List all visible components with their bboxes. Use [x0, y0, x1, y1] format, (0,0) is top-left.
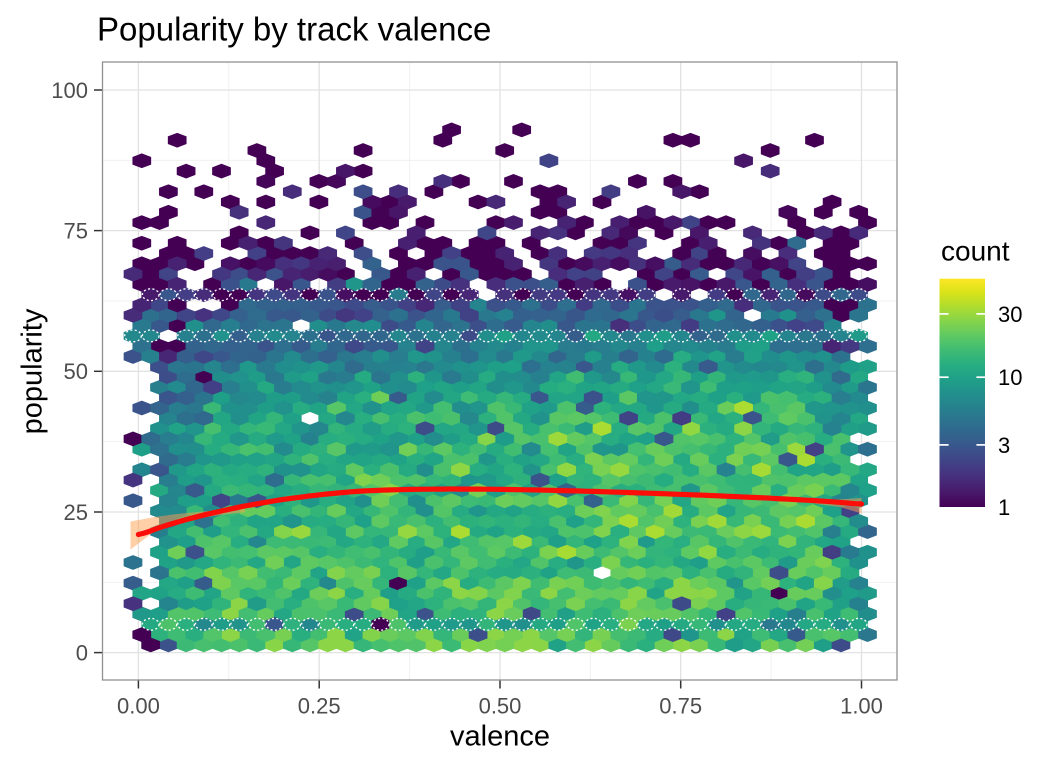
svg-text:1.00: 1.00	[840, 693, 883, 718]
svg-text:75: 75	[64, 219, 88, 244]
svg-text:0: 0	[76, 641, 88, 666]
svg-text:0.25: 0.25	[298, 693, 341, 718]
svg-text:0.00: 0.00	[117, 693, 160, 718]
svg-text:count: count	[941, 236, 1010, 267]
svg-text:30: 30	[998, 302, 1022, 327]
svg-text:popularity: popularity	[17, 308, 49, 434]
svg-text:3: 3	[998, 433, 1010, 458]
svg-text:25: 25	[64, 500, 88, 525]
svg-text:1: 1	[998, 495, 1010, 520]
svg-text:0.75: 0.75	[659, 693, 702, 718]
svg-text:10: 10	[998, 365, 1022, 390]
svg-text:Popularity by track valence: Popularity by track valence	[97, 10, 491, 47]
svg-text:50: 50	[64, 359, 88, 384]
svg-text:valence: valence	[450, 720, 550, 752]
svg-text:0.50: 0.50	[479, 693, 522, 718]
svg-text:100: 100	[51, 78, 88, 103]
